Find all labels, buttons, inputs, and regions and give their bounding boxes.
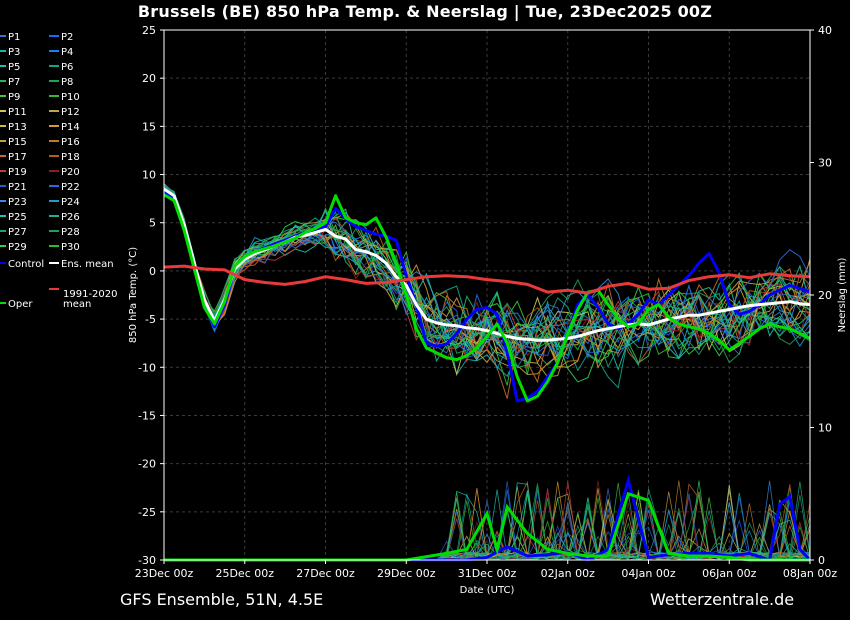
ensemble-members [163,183,811,399]
y-tick-label: -30 [138,554,156,567]
legend-label-climate-line2: mean [63,299,91,310]
y-tick-label: -25 [138,506,156,519]
y-axis-label: 850 hPa Temp. (°C) [128,247,139,343]
grid [163,29,811,561]
member-line-P17 [163,189,811,399]
legend-label-control: Control [8,259,44,270]
legend-label-P23: P23 [8,197,27,208]
y-tick-label: 25 [142,24,156,37]
y2-tick-label: 0 [818,554,825,567]
legend-label-P26: P26 [61,212,80,223]
series-line-1991-2020-mean [163,264,811,295]
legend-label-P15: P15 [8,137,27,148]
y-tick-label: 10 [142,169,156,182]
legend-label-P28: P28 [61,227,80,238]
legend-label-P1: P1 [8,32,20,43]
member-line-P25 [163,192,811,360]
legend: P1 P2 P3 P4 P5 P6 P7 P8 P9 P10 P11 P12 P13 P14 P15 P16 P… [0,32,118,310]
y2-tick-label: 10 [818,422,832,435]
x-tick-label: 02Jan 00z [541,567,595,580]
legend-label-P21: P21 [8,182,27,193]
series-line-oper [163,193,811,403]
legend-label-P4: P4 [61,47,73,58]
legend-label-P16: P16 [61,137,80,148]
legend-label-P2: P2 [61,32,73,43]
y-tick-label: 5 [149,217,156,230]
x-tick-label: 27Dec 00z [296,567,355,580]
legend-label-P25: P25 [8,212,27,223]
legend-label-P13: P13 [8,122,27,133]
legend-label-P7: P7 [8,77,20,88]
x-tick-label: 04Jan 00z [621,567,675,580]
member-precip-P22 [164,493,811,561]
legend-label-P6: P6 [61,62,73,73]
x-tick-label: 23Dec 00z [135,567,194,580]
y2-tick-label: 30 [818,157,832,170]
chart-title: Brussels (BE) 850 hPa Temp. & Neerslag |… [137,2,713,21]
axes: 25 20 15 10 5 0 -5 -10 -15 -20 -25 -30 40 30 20 10 0 23De… [128,24,848,596]
member-precip-P3 [164,492,811,561]
y-tick-label: -10 [138,361,156,374]
y-tick-label: 0 [149,265,156,278]
x-tick-label: 29Dec 00z [377,567,436,580]
legend-label-P14: P14 [61,122,80,133]
x-tick-label: 08Jan 00z [783,567,837,580]
legend-label-P5: P5 [8,62,20,73]
y2-axis-label: Neerslag (mm) [837,257,848,332]
y-tick-label: -5 [145,313,156,326]
legend-label-oper: Oper [8,299,33,310]
y-tick-label: -20 [138,458,156,471]
x-tick-label: 25Dec 00z [215,567,274,580]
x-tick-label: 31Dec 00z [458,567,517,580]
y2-tick-label: 40 [818,24,832,37]
x-tick-label: 06Jan 00z [702,567,756,580]
source-label: Wetterzentrale.de [650,590,795,609]
y2-tick-label: 20 [818,289,832,302]
legend-label-P29: P29 [8,242,27,253]
series-line-control [163,190,811,403]
legend-label-climate-line1: 1991-2020 [63,289,118,300]
y-tick-label: 15 [142,120,156,133]
precip-line-control [164,474,812,562]
main-series [163,187,811,403]
precip-line-oper [164,491,810,562]
legend-label-P24: P24 [61,197,80,208]
legend-label-P10: P10 [61,92,80,103]
legend-label-P18: P18 [61,152,80,163]
member-precip-P30 [164,492,811,561]
legend-label-P9: P9 [8,92,20,103]
x-axis-label: Date (UTC) [460,585,515,596]
legend-label-P17: P17 [8,152,27,163]
legend-label-P22: P22 [61,182,80,193]
y-tick-label: -15 [138,409,156,422]
legend-label-P11: P11 [8,107,27,118]
model-label: GFS Ensemble, 51N, 4.5E [120,590,324,609]
legend-label-P12: P12 [61,107,80,118]
y-tick-label: 20 [142,72,156,85]
legend-label-P27: P27 [8,227,27,238]
legend-label-P3: P3 [8,47,20,58]
member-precip-P5 [164,491,811,561]
legend-label-P30: P30 [61,242,80,253]
member-line-P19 [163,192,811,370]
legend-label-ens-mean: Ens. mean [61,259,114,270]
legend-label-P19: P19 [8,167,27,178]
legend-label-P8: P8 [61,77,73,88]
legend-label-P20: P20 [61,167,80,178]
